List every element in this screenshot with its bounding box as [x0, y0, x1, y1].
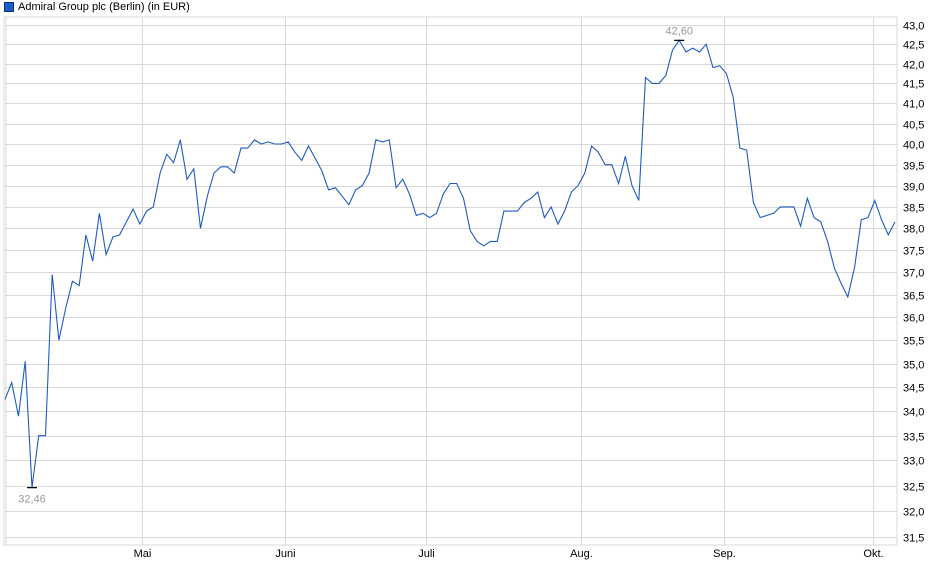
x-tick-label: Juni	[275, 548, 295, 560]
y-tick-label: 40,0	[903, 140, 924, 152]
y-tick-label: 38,0	[903, 224, 924, 236]
y-tick-label: 39,5	[903, 161, 924, 173]
x-tick-label: Aug.	[570, 548, 593, 560]
y-tick-label: 32,0	[903, 507, 924, 519]
y-tick-label: 36,0	[903, 313, 924, 325]
y-tick-label: 31,5	[903, 533, 924, 545]
y-tick-label: 34,5	[903, 383, 924, 395]
x-tick-label: Okt.	[863, 548, 883, 560]
y-tick-label: 32,5	[903, 482, 924, 494]
y-tick-label: 41,5	[903, 79, 924, 91]
y-tick-label: 43,0	[903, 21, 924, 33]
y-tick-label: 42,0	[903, 60, 924, 72]
legend-swatch	[4, 1, 14, 12]
y-tick-label: 37,0	[903, 268, 924, 280]
min-label: 32,46	[18, 494, 46, 506]
legend-label: Admiral Group plc (Berlin) (in EUR)	[18, 0, 190, 13]
y-tick-label: 42,5	[903, 40, 924, 52]
y-tick-label: 33,5	[903, 432, 924, 444]
x-tick-label: Juli	[418, 548, 435, 560]
price-line	[4, 39, 896, 488]
y-tick-label: 33,0	[903, 456, 924, 468]
y-tick-label: 35,5	[903, 336, 924, 348]
y-tick-label: 38,5	[903, 203, 924, 215]
y-tick-label: 37,5	[903, 246, 924, 258]
y-tick-label: 35,0	[903, 360, 924, 372]
max-label: 42,60	[665, 25, 693, 37]
x-tick-label: Sep.	[713, 548, 736, 560]
y-tick-label: 36,5	[903, 291, 924, 303]
y-tick-label: 39,0	[903, 182, 924, 194]
legend: Admiral Group plc (Berlin) (in EUR)	[4, 0, 190, 13]
x-tick-label: Mai	[134, 548, 152, 560]
y-tick-label: 41,0	[903, 99, 924, 111]
plot-border	[3, 16, 898, 546]
y-tick-label: 34,0	[903, 407, 924, 419]
y-tick-label: 40,5	[903, 120, 924, 132]
